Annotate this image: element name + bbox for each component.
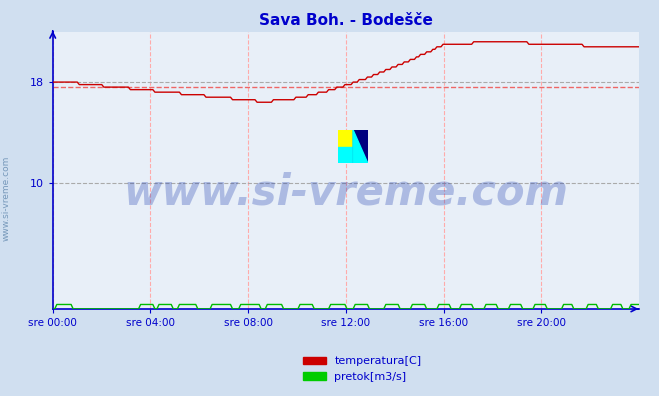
Title: Sava Boh. - Bodešče: Sava Boh. - Bodešče (259, 13, 433, 28)
Text: www.si-vreme.com: www.si-vreme.com (123, 171, 569, 213)
Bar (353, 130, 368, 164)
Legend: temperatura[C], pretok[m3/s]: temperatura[C], pretok[m3/s] (299, 352, 426, 386)
Text: www.si-vreme.com: www.si-vreme.com (2, 155, 11, 241)
Bar (338, 147, 353, 164)
Polygon shape (353, 130, 368, 164)
Bar (338, 130, 353, 147)
